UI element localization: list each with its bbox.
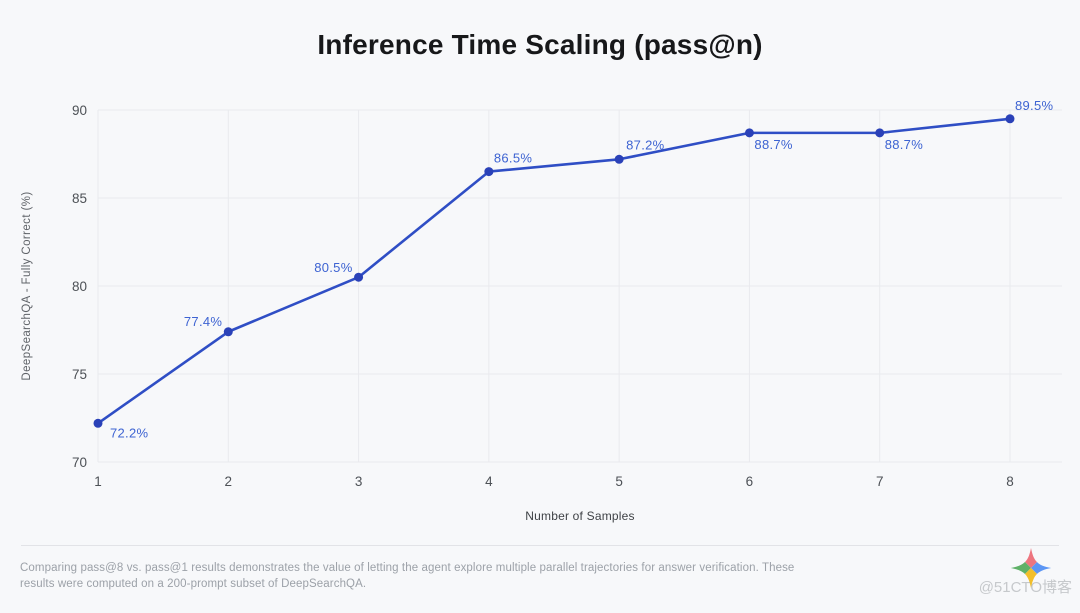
data-point <box>93 418 103 428</box>
x-axis-title: Number of Samples <box>525 509 635 523</box>
line-chart: 70 75 80 85 90 1 2 3 4 5 6 7 8 72.2% 77.4% 80.5% 86.5% 87… <box>72 98 1062 489</box>
data-point-label: 77.4% <box>184 314 223 329</box>
x-tick-label: 6 <box>746 474 754 489</box>
data-point-label: 86.5% <box>494 151 533 166</box>
x-tick-label: 7 <box>876 474 884 489</box>
data-point <box>875 128 885 138</box>
data-point-label: 80.5% <box>314 260 353 275</box>
data-point <box>484 167 494 177</box>
x-tick-label: 2 <box>225 474 233 489</box>
y-tick-label: 80 <box>72 279 87 294</box>
figure-caption: Comparing pass@8 vs. pass@1 results demo… <box>20 562 795 590</box>
data-point <box>1005 114 1015 124</box>
x-tick-label: 1 <box>94 474 102 489</box>
y-tick-label: 75 <box>72 367 87 382</box>
data-point <box>223 327 233 337</box>
data-point-label: 88.7% <box>754 137 793 152</box>
y-tick-label: 90 <box>72 103 87 118</box>
x-tick-label: 3 <box>355 474 363 489</box>
watermark-text: @51CTO博客 <box>978 579 1072 596</box>
y-axis-title: DeepSearchQA - Fully Correct (%) <box>21 191 33 381</box>
data-point-label: 88.7% <box>885 137 924 152</box>
x-tick-label: 5 <box>615 474 623 489</box>
series-line <box>96 117 1012 425</box>
data-point <box>354 272 364 282</box>
x-tick-label: 8 <box>1006 474 1014 489</box>
y-tick-label: 70 <box>72 455 87 470</box>
data-point-label: 89.5% <box>1015 98 1054 113</box>
chart-title: Inference Time Scaling (pass@n) <box>317 29 763 60</box>
data-point-label: 72.2% <box>110 425 149 440</box>
watermark: @51CTO博客 <box>960 543 1080 613</box>
footer-divider <box>21 545 1059 546</box>
data-point <box>744 128 754 138</box>
data-point-label: 87.2% <box>626 137 665 152</box>
data-point <box>614 154 624 164</box>
y-tick-label: 85 <box>72 191 87 206</box>
x-tick-label: 4 <box>485 474 493 489</box>
